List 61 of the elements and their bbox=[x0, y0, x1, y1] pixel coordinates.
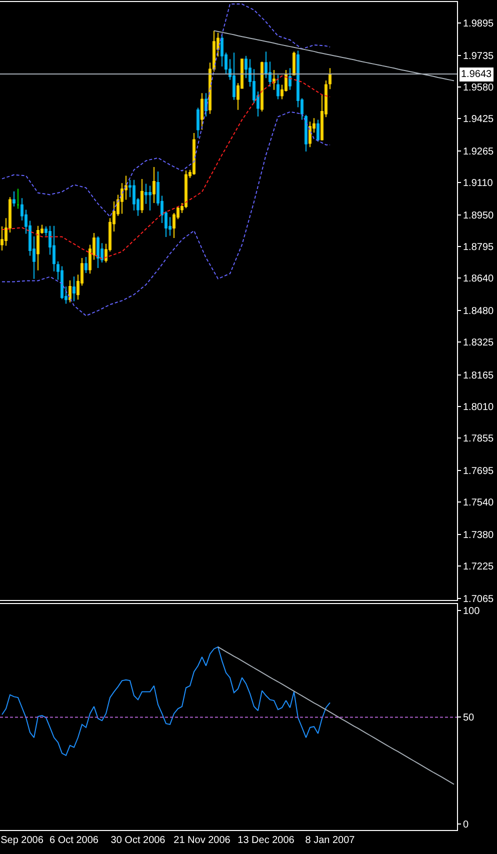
y-tick-label: 1.7065 bbox=[463, 594, 494, 606]
y-tick-label: 1.7855 bbox=[463, 433, 494, 444]
y-tick-label: 1.8165 bbox=[463, 370, 494, 382]
line-series bbox=[2, 75, 330, 260]
candlestick bbox=[292, 51, 296, 76]
x-tick-label: Sep 2006 bbox=[0, 835, 44, 846]
y-tick-label: 1.9580 bbox=[463, 82, 494, 94]
line-series bbox=[218, 646, 454, 785]
y-tick-label: 1.7380 bbox=[463, 530, 494, 541]
y-tick-label: 1.9265 bbox=[463, 146, 494, 158]
candlestick bbox=[200, 92, 204, 130]
candlestick bbox=[84, 256, 88, 274]
y-tick-label: 1.9425 bbox=[463, 114, 494, 125]
candlestick bbox=[232, 52, 236, 100]
line-series bbox=[2, 111, 330, 316]
y-tick-label: 1.7225 bbox=[463, 562, 494, 573]
line-series bbox=[2, 646, 330, 756]
candlestick bbox=[52, 225, 56, 272]
y-tick-label: 1.8010 bbox=[463, 402, 494, 413]
x-tick-label: 13 Dec 2006 bbox=[238, 835, 295, 846]
y-tick-label: 1.9895 bbox=[463, 18, 494, 30]
y-tick-label: 1.8480 bbox=[463, 306, 494, 318]
candlestick bbox=[16, 188, 20, 210]
candlestick bbox=[316, 119, 320, 142]
candlestick bbox=[328, 68, 332, 90]
candlestick bbox=[184, 170, 188, 209]
y-tick-label: 50 bbox=[463, 712, 475, 724]
candlestick bbox=[96, 236, 100, 268]
y-tick-label: 1.8640 bbox=[463, 274, 494, 285]
candlestick bbox=[152, 166, 156, 204]
y-tick-label: 1.9110 bbox=[463, 178, 494, 189]
ref-line-label: 1.9643 bbox=[461, 69, 492, 80]
candlestick bbox=[60, 266, 64, 300]
candlestick bbox=[140, 178, 144, 214]
y-tick-label: 1.8325 bbox=[463, 338, 494, 349]
candlestick bbox=[288, 68, 292, 90]
candlestick bbox=[260, 61, 264, 112]
candlestick bbox=[12, 190, 16, 207]
y-tick-label: 100 bbox=[463, 606, 480, 617]
y-tick-label: 1.7540 bbox=[463, 497, 494, 508]
candlestick bbox=[272, 69, 276, 90]
candlestick bbox=[276, 74, 280, 100]
y-tick-label: 0 bbox=[463, 820, 469, 831]
candlestick bbox=[196, 107, 200, 138]
y-tick-label: 1.8795 bbox=[463, 242, 494, 254]
y-tick-label: 1.9735 bbox=[463, 50, 494, 62]
candlestick bbox=[192, 132, 196, 176]
candlestick bbox=[72, 276, 76, 302]
x-tick-label: 21 Nov 2006 bbox=[174, 835, 231, 846]
y-tick-label: 1.8950 bbox=[463, 210, 494, 222]
line-series bbox=[2, 4, 330, 218]
candlestick bbox=[204, 92, 208, 118]
candlestick bbox=[68, 280, 72, 303]
y-tick-label: 1.7695 bbox=[463, 466, 494, 477]
x-tick-label: 8 Jan 2007 bbox=[305, 835, 356, 846]
candlestick bbox=[308, 121, 312, 148]
candlestick bbox=[304, 114, 308, 152]
x-tick-label: 6 Oct 2006 bbox=[50, 835, 99, 846]
candlestick bbox=[148, 185, 152, 212]
x-tick-label: 30 Oct 2006 bbox=[110, 835, 166, 846]
candlestick bbox=[36, 225, 40, 271]
